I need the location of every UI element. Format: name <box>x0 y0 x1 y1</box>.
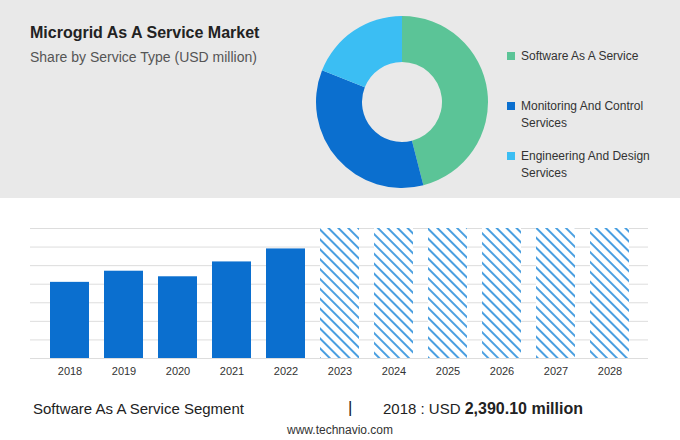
html-text:Share by Service Type (USD mil: Share by Service Type (USD million) <box>30 49 257 65</box>
html-text:Engineering And Design Service: Engineering And Design Services <box>521 149 650 180</box>
svg-text:2028: 2028 <box>598 365 622 377</box>
svg-text:2021: 2021 <box>220 365 244 377</box>
html-text:Microgrid As A Service Market: Microgrid As A Service Market <box>30 24 260 41</box>
svg-text:2026: 2026 <box>490 365 514 377</box>
svg-text:2027: 2027 <box>544 365 568 377</box>
svg-text:2023: 2023 <box>328 365 352 377</box>
svg-text:2020: 2020 <box>166 365 190 377</box>
svg-text:2022: 2022 <box>274 365 298 377</box>
svg-text:2018: 2018 <box>58 365 82 377</box>
html-text:2018 : USD 2,390.10 million: 2018 : USD 2,390.10 million <box>383 400 583 417</box>
svg-text:2024: 2024 <box>382 365 406 377</box>
html-text:Software As A Service Segment: Software As A Service Segment <box>33 400 244 417</box>
html-text:Software As A Service: Software As A Service <box>521 49 639 63</box>
html-text:www.technavio.com: www.technavio.com <box>287 423 393 437</box>
svg-text:2025: 2025 <box>436 365 460 377</box>
html-text:Monitoring And Control Service: Monitoring And Control Services <box>521 99 644 130</box>
svg-text:2019: 2019 <box>112 365 136 377</box>
